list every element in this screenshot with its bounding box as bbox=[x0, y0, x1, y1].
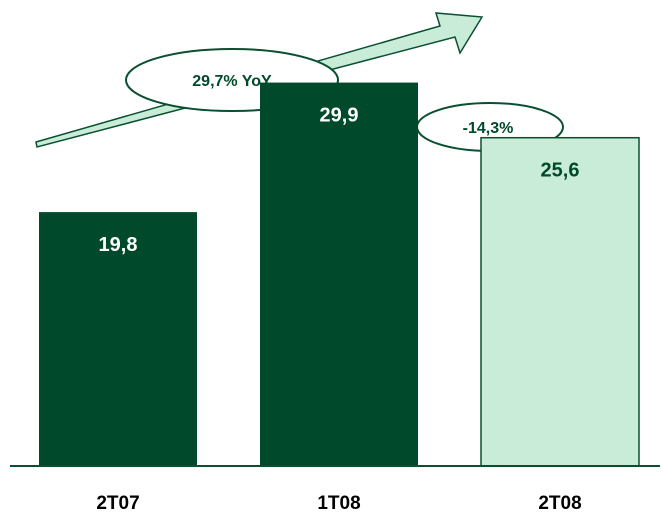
value-label-2t08: 25,6 bbox=[541, 160, 580, 182]
category-label-1t08: 1T08 bbox=[317, 493, 360, 514]
category-label-2t08: 2T08 bbox=[538, 493, 581, 514]
value-label-1t08: 29,9 bbox=[320, 105, 359, 127]
qoq-callout-text: -14,3% bbox=[463, 120, 514, 137]
bar-2t07 bbox=[39, 212, 197, 466]
yoy-callout-text: 29,7% YoY bbox=[192, 73, 272, 90]
bar-2t08 bbox=[480, 136, 640, 467]
bars-group: 19,8 2T07 29,9 1T08 25,6 2T08 bbox=[39, 82, 640, 514]
value-label-2t07: 19,8 bbox=[99, 234, 138, 256]
bar-1t08 bbox=[260, 82, 418, 466]
category-label-2t07: 2T07 bbox=[96, 493, 139, 514]
